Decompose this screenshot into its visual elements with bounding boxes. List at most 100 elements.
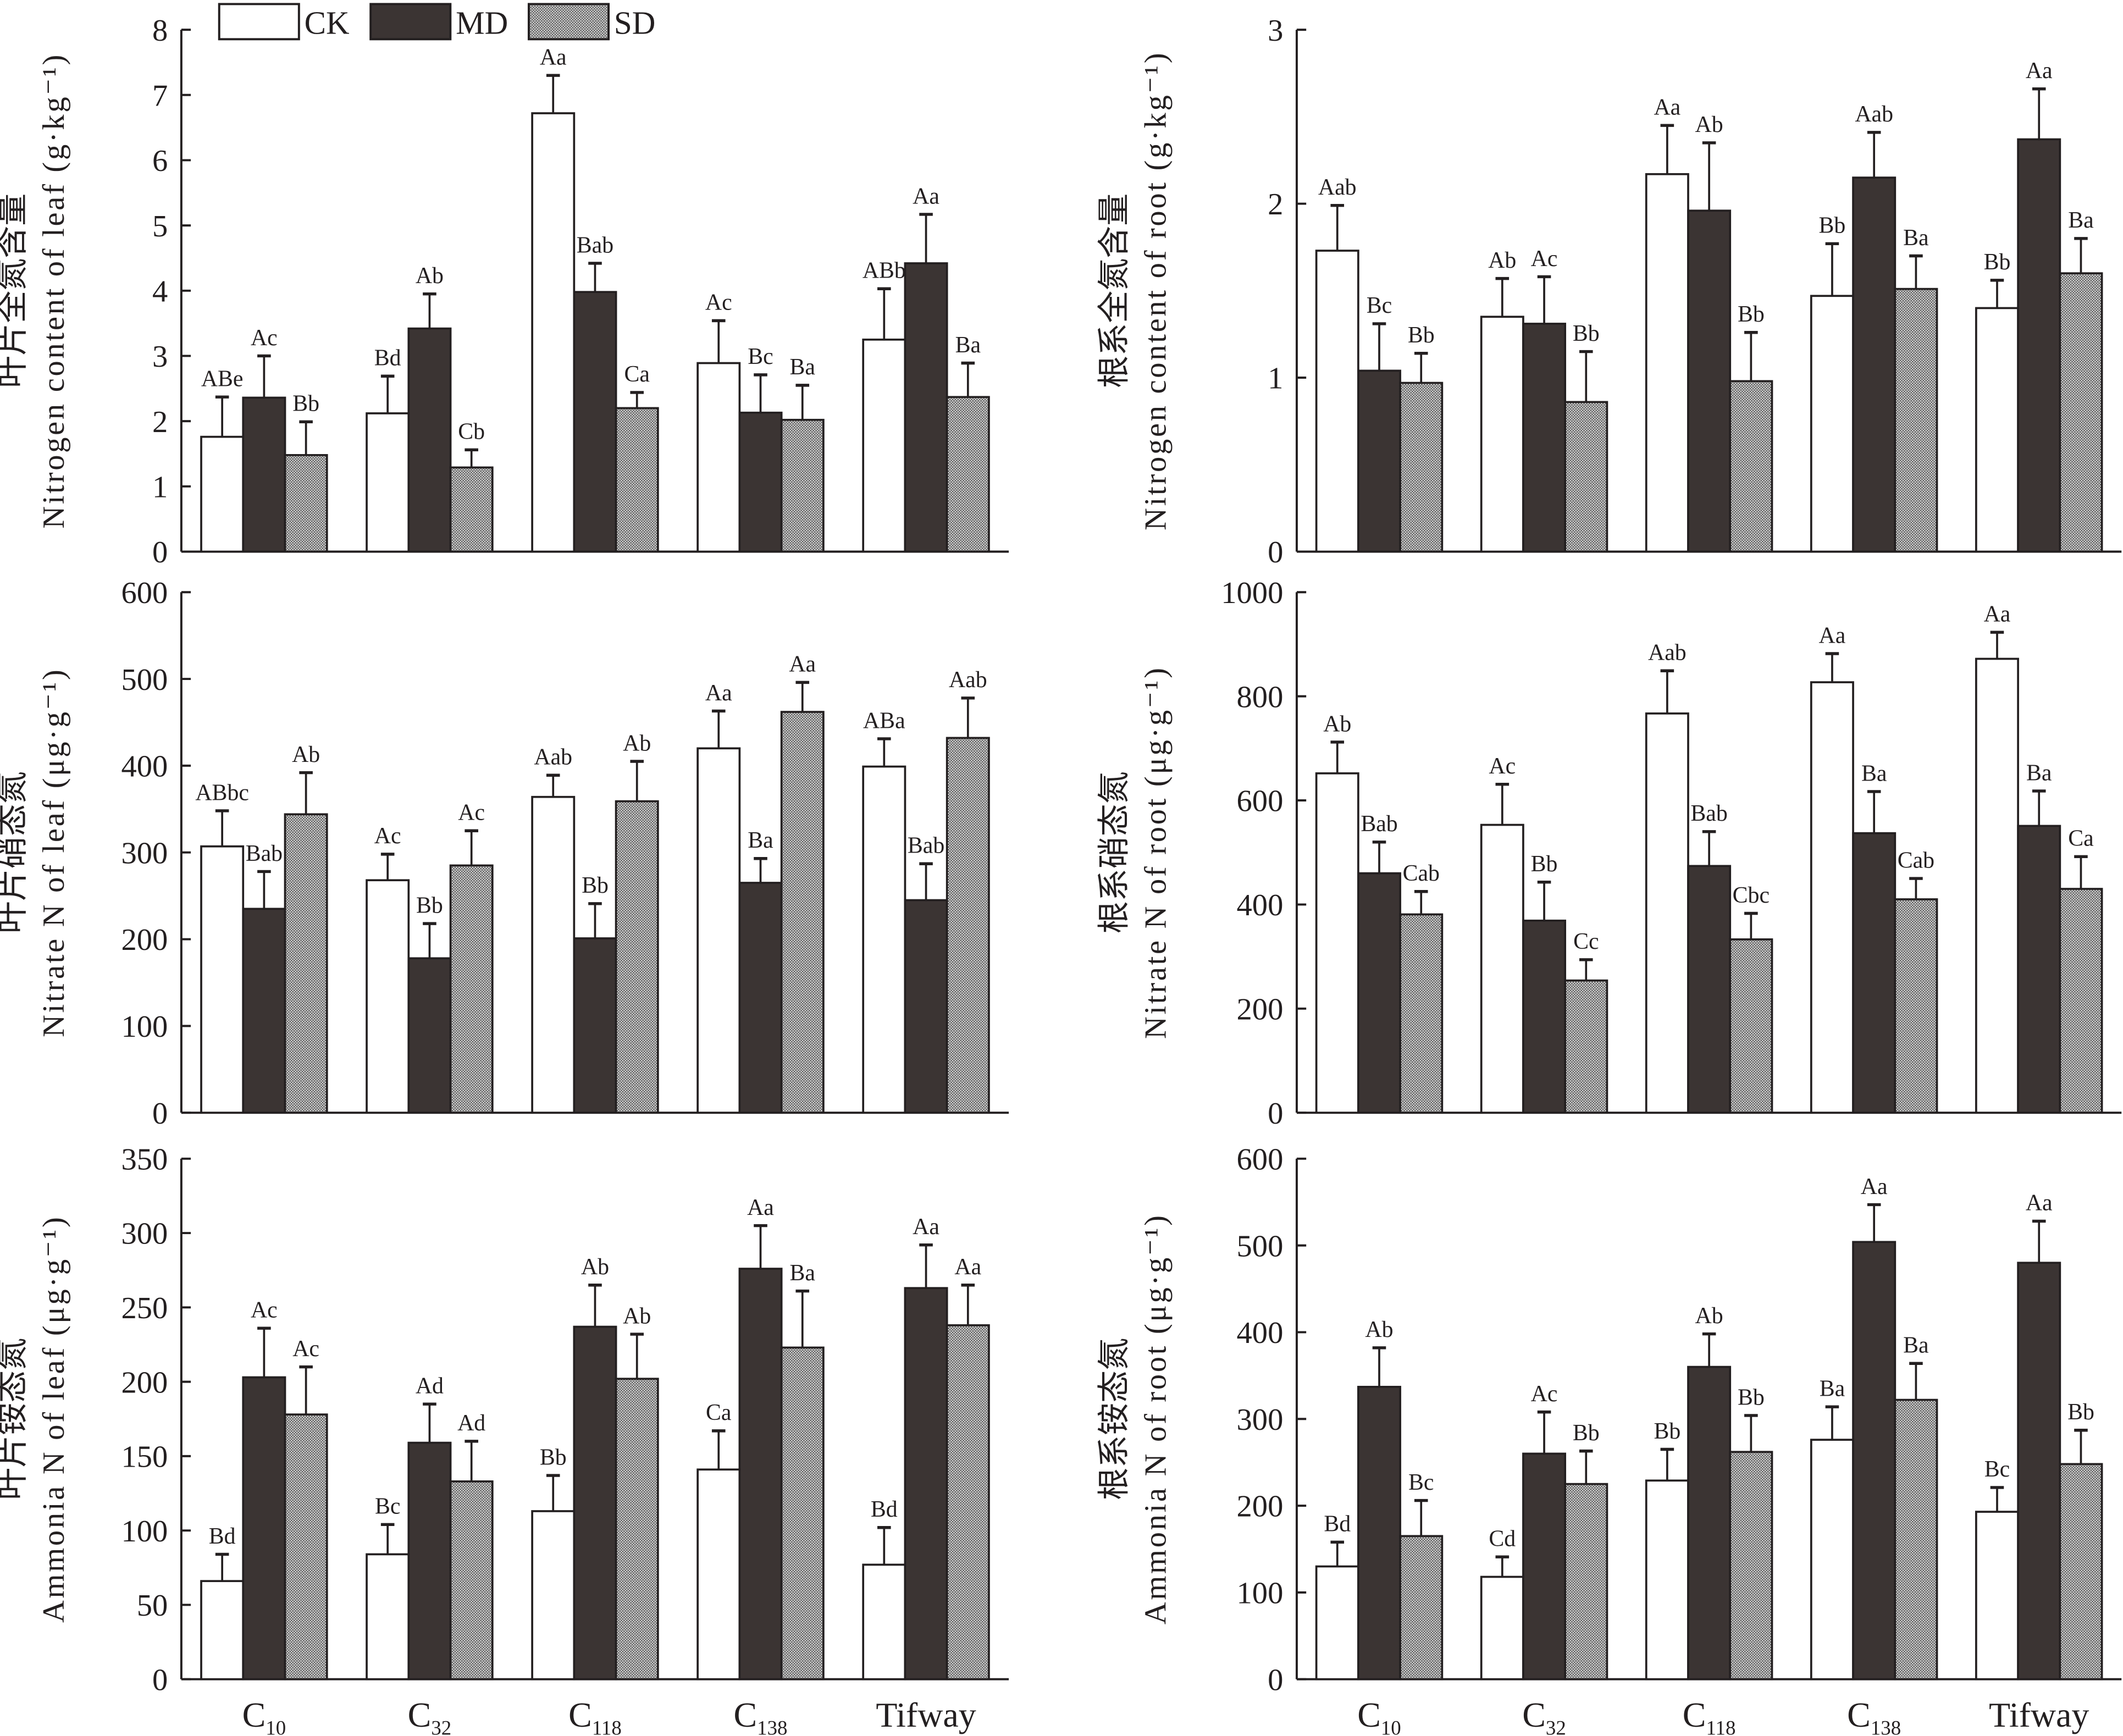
significance-label: Ba	[790, 355, 815, 380]
significance-label: Ad	[416, 1374, 444, 1399]
panel-leaf-nitrate-n: 0 100 200 300 400 500 600 叶片硝态氮 Nitrate N of lea…	[0, 576, 1009, 1131]
significance-label: Aa	[540, 45, 567, 70]
significance-label: Aa	[1861, 1174, 1888, 1199]
significance-label: Cab	[1898, 848, 1934, 873]
bar-md	[2017, 138, 2061, 553]
significance-label: Bc	[748, 344, 773, 369]
significance-label: Ba	[1903, 225, 1928, 251]
y-tick-label: 100	[1237, 1577, 1284, 1611]
significance-label: Aa	[1819, 623, 1846, 648]
bar-ck	[200, 435, 245, 553]
significance-label: Cab	[1403, 861, 1440, 886]
bar-md	[573, 291, 617, 553]
significance-label: Aab	[1318, 175, 1357, 200]
significance-label: Ca	[2068, 826, 2093, 852]
significance-label: Bb	[1573, 321, 1600, 346]
y-tick-label: 4	[152, 274, 168, 308]
y-tick-label: 0	[1268, 1097, 1283, 1131]
bar-sd	[1894, 1398, 1938, 1680]
significance-label: Ab	[1365, 1317, 1393, 1342]
bar-md	[1852, 176, 1897, 553]
bar-sd	[449, 1480, 494, 1680]
legend: CK MD SD	[218, 3, 655, 41]
panel-root-total-n: 0 1 2 3 根系全氮含量 Nitrogen content of root (g·kg…	[1096, 14, 2122, 570]
bar-md	[1357, 1386, 1401, 1680]
bar-ck	[1975, 307, 2019, 553]
significance-label: Aa	[705, 681, 732, 706]
legend-label-md: MD	[456, 4, 508, 41]
y-tick-label: 3	[1268, 14, 1283, 48]
x-category-label: C10	[1357, 1695, 1401, 1736]
legend-swatch-sd	[527, 3, 610, 41]
significance-label: Cbc	[1733, 883, 1770, 908]
significance-label: Bab	[1690, 801, 1727, 826]
bar-ck	[1645, 712, 1689, 1114]
bar-md	[738, 882, 783, 1114]
y-tick-label: 0	[152, 1097, 168, 1131]
bar-md	[242, 1376, 286, 1680]
significance-label: Ba	[1861, 761, 1887, 786]
bar-sd	[1399, 913, 1444, 1114]
significance-label: Bd	[871, 1497, 898, 1522]
x-category-label: C118	[1683, 1695, 1736, 1736]
bar-ck	[862, 338, 906, 553]
significance-label: Bb	[2067, 1400, 2094, 1425]
x-category-label: Tifway	[1989, 1695, 2089, 1734]
bar-sd	[2059, 1463, 2103, 1680]
bar-md	[573, 1325, 617, 1680]
significance-label: Bb	[1819, 213, 1846, 239]
y-tick-label: 600	[1237, 1142, 1284, 1176]
y-tick-label: 100	[121, 1010, 168, 1044]
y-tick-label: 6	[152, 144, 168, 178]
bar-md	[242, 908, 286, 1114]
y-tick-label: 50	[137, 1589, 168, 1623]
y-tick-label: 100	[121, 1514, 168, 1549]
y-tick-label: 400	[1237, 1316, 1284, 1350]
bar-ck	[1975, 657, 2019, 1114]
y-tick-label: 250	[121, 1291, 168, 1325]
bar-ck	[1480, 823, 1524, 1114]
significance-label: Bc	[1408, 1470, 1434, 1495]
bar-sd	[449, 466, 494, 553]
y-axis-label-cn: 叶片铵态氮	[0, 1338, 30, 1500]
y-axis-label-cn: 根系全氮含量	[1096, 193, 1132, 388]
bar-sd	[2059, 888, 2103, 1114]
bar-sd	[615, 800, 659, 1114]
significance-label: Aa	[954, 1254, 981, 1280]
significance-label: Bb	[416, 893, 443, 918]
bar-ck	[1480, 316, 1524, 553]
panel-leaf-total-n: 0 1 2 3 4 5 6 7 8 叶片全氮含量 Nitrogen content of leaf …	[0, 14, 1009, 570]
bar-ck	[366, 879, 410, 1114]
significance-label: Bc	[375, 1494, 400, 1519]
significance-label: Aab	[1855, 102, 1893, 127]
bar-md	[904, 262, 948, 553]
significance-label: Bb	[1984, 250, 2011, 275]
bar-ck	[1480, 1575, 1524, 1680]
significance-label: Bb	[1654, 1419, 1680, 1444]
significance-label: Aab	[949, 667, 987, 693]
legend-label-ck: CK	[305, 4, 350, 41]
significance-label: Bb	[1738, 302, 1765, 327]
y-tick-label: 5	[152, 209, 168, 244]
significance-label: Cc	[1573, 929, 1599, 954]
y-tick-label: 200	[1237, 992, 1284, 1026]
bar-md	[738, 411, 783, 553]
significance-label: Ab	[581, 1254, 609, 1280]
y-tick-label: 200	[121, 1365, 168, 1400]
significance-label: Bab	[908, 833, 944, 859]
significance-label: Cd	[1489, 1527, 1516, 1552]
bar-ck	[1645, 1479, 1689, 1680]
significance-label: Bd	[374, 346, 401, 371]
significance-label: Ca	[706, 1400, 731, 1425]
bar-sd	[946, 396, 990, 553]
bar-md	[1522, 1452, 1567, 1680]
x-category-label: C32	[1522, 1695, 1566, 1736]
y-tick-label: 400	[121, 750, 168, 784]
bar-md	[407, 1441, 452, 1680]
bar-ck	[1810, 295, 1854, 553]
significance-label: Ac	[705, 290, 732, 316]
significance-label: Aa	[913, 184, 939, 209]
x-category-label: C138	[1847, 1695, 1901, 1736]
significance-label: Bb	[1738, 1385, 1765, 1410]
